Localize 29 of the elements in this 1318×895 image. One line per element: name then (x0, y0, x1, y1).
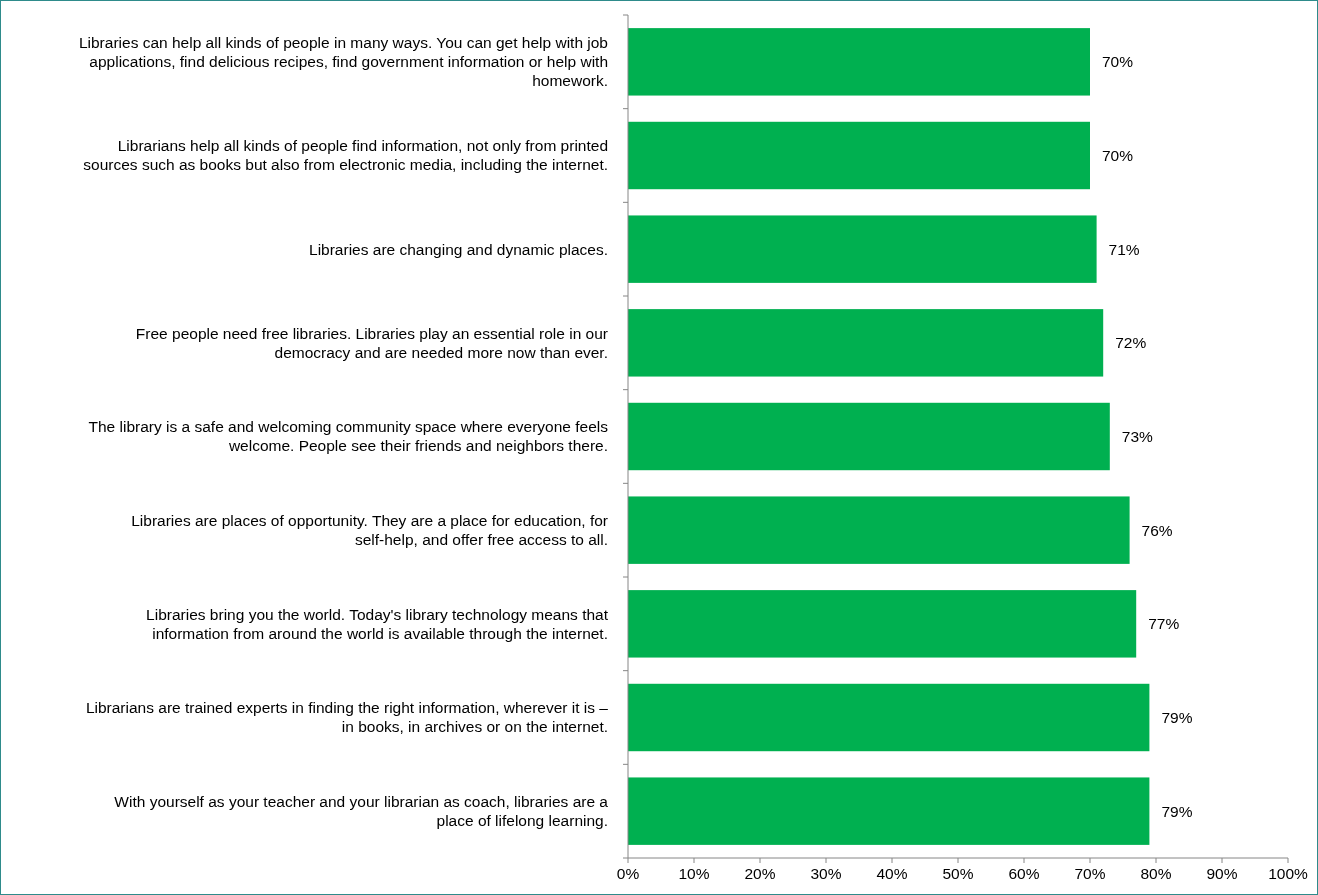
data-label: 79% (1161, 708, 1193, 726)
y-tick-label: Free people need free libraries. Libraries play an essential role in our democracy and are needed more now than ever. (135, 324, 608, 361)
data-label: 71% (1108, 240, 1140, 258)
x-tick-label: 90% (1206, 865, 1238, 883)
y-tick-label: Libraries are places of opportunity. They are a place for education, for self-help, and offer free access to all. (131, 512, 608, 549)
y-tick-label: Librarians help all kinds of people find information, not only from printed sources such as books but also from electronic media, including the internet. (83, 137, 608, 174)
x-tick-label: 20% (744, 865, 776, 883)
x-tick-label: 40% (876, 865, 908, 883)
x-tick-label: 50% (942, 865, 974, 883)
data-label: 77% (1148, 615, 1180, 633)
y-tick-label: Librarians are trained experts in finding the right information, wherever it is – in books, in archives or on the internet. (85, 699, 609, 736)
y-tick-label: With yourself as your teacher and your librarian as coach, libraries are a place of lifelong learning. (114, 793, 609, 830)
data-label: 76% (1141, 521, 1173, 539)
x-tick-label: 0% (616, 865, 640, 883)
y-tick-label: Libraries are changing and dynamic places. (309, 240, 608, 258)
y-tick-label: Libraries bring you the world. Today's library technology means that information from around the world is available through the internet. (146, 605, 609, 642)
x-tick-label: 70% (1074, 865, 1106, 883)
data-label: 72% (1115, 334, 1147, 352)
data-label: 79% (1161, 802, 1193, 820)
x-tick-label: 80% (1140, 865, 1172, 883)
x-tick-label: 30% (810, 865, 842, 883)
data-label: 70% (1102, 53, 1134, 71)
data-label: 70% (1102, 146, 1134, 164)
x-tick-label: 100% (1268, 865, 1309, 883)
y-tick-label: Libraries can help all kinds of people in many ways. You can get help with job applications, find delicious recipes, find government information or help with homework. (78, 34, 608, 90)
data-label: 73% (1121, 427, 1154, 445)
x-tick-label: 60% (1008, 865, 1040, 883)
y-tick-label: The library is a safe and welcoming community space where everyone feels welcome. People see their friends and neighbors there. (88, 418, 609, 455)
x-tick-label: 10% (678, 865, 710, 883)
